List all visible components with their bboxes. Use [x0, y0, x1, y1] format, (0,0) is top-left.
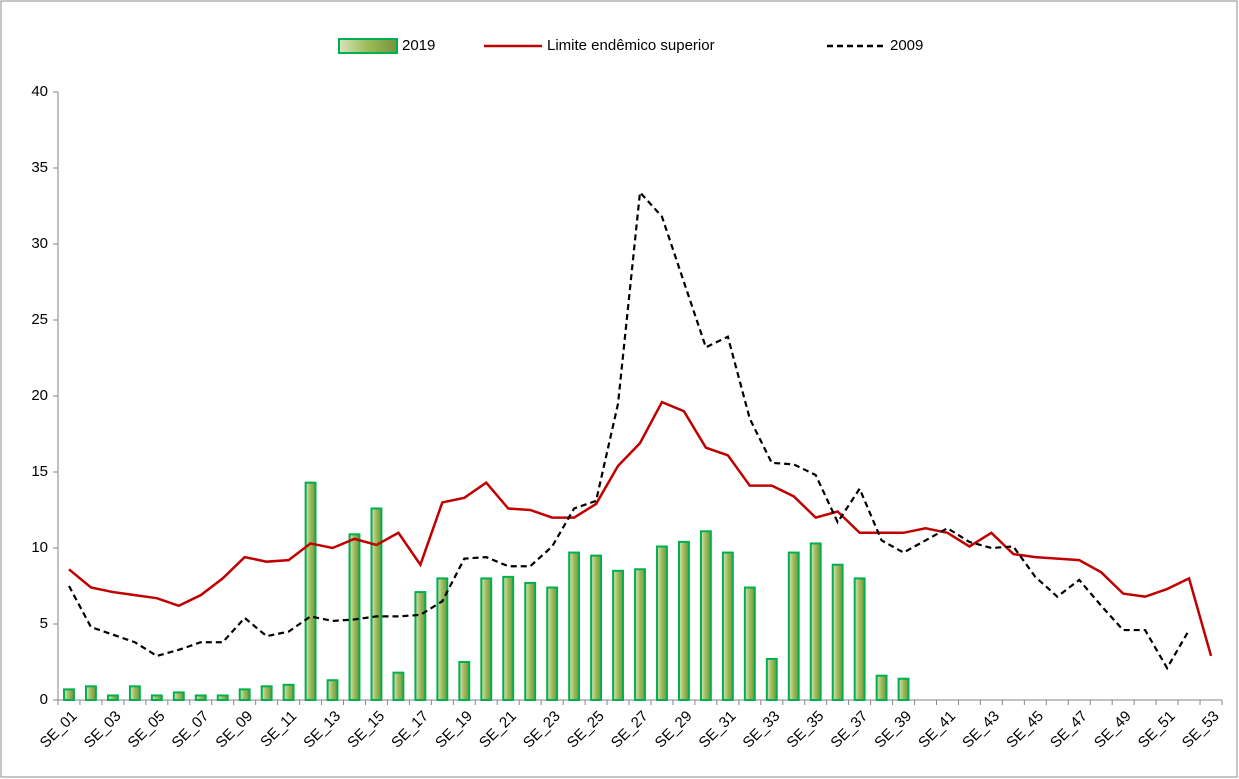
bar [765, 657, 778, 702]
bar [304, 481, 317, 702]
bar [282, 683, 295, 701]
legend-label: 2009 [890, 37, 923, 54]
y-tick-label: 15 [31, 463, 48, 480]
bar [524, 581, 537, 702]
bar [853, 577, 866, 702]
bar [809, 542, 822, 701]
bar [634, 568, 646, 702]
legend-label: 2019 [402, 37, 435, 54]
bar [502, 575, 515, 702]
legend-swatch [338, 38, 398, 54]
bar [63, 688, 75, 701]
bar [897, 677, 910, 701]
bar [194, 694, 207, 702]
bar [392, 671, 405, 702]
legend-label: Limite endêmico superior [547, 37, 715, 54]
y-tick-label: 30 [31, 235, 48, 252]
y-tick-label: 0 [40, 691, 48, 708]
line [68, 189, 1191, 671]
bar [831, 563, 844, 701]
bar [414, 591, 427, 702]
bar [677, 540, 690, 701]
bar [875, 674, 888, 701]
bar [656, 545, 668, 701]
bar [238, 688, 251, 701]
bar [568, 551, 581, 701]
y-tick-label: 20 [31, 387, 48, 404]
bar [480, 577, 493, 702]
bar [743, 586, 756, 702]
y-tick-label: 35 [31, 159, 48, 176]
bar [721, 551, 734, 701]
bar [128, 685, 141, 702]
bar [458, 661, 471, 701]
bar [436, 577, 449, 702]
y-tick-label: 40 [31, 83, 48, 100]
bar [326, 679, 339, 701]
y-tick-label: 10 [31, 539, 48, 556]
bar [348, 533, 361, 701]
line [68, 400, 1213, 657]
bar [85, 685, 97, 702]
bar [699, 530, 712, 702]
y-tick-label: 25 [31, 311, 48, 328]
bar [370, 507, 383, 702]
y-tick-label: 5 [40, 615, 48, 632]
bar [216, 694, 229, 702]
bar [612, 569, 624, 701]
bar [260, 685, 273, 702]
bar [590, 554, 603, 701]
bar [546, 586, 559, 702]
bar [106, 694, 119, 702]
bar [172, 691, 185, 702]
bar [787, 551, 800, 701]
bar [150, 694, 163, 702]
